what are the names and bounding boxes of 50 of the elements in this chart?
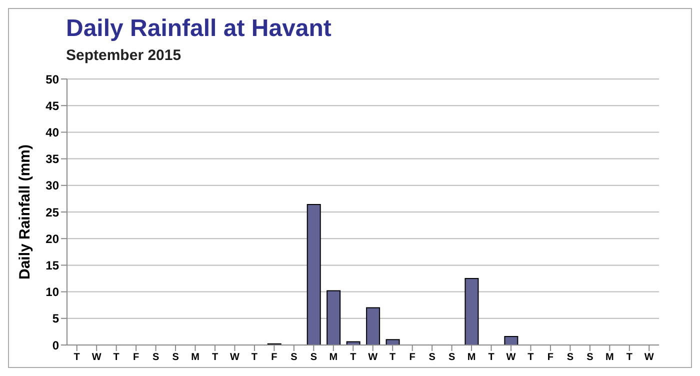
bar (386, 339, 400, 345)
y-tick-label: 45 (46, 98, 60, 113)
x-tick-label: S (448, 352, 456, 364)
chart-subtitle: September 2015 (66, 47, 182, 64)
y-axis-title: Daily Rainfall (mm) (16, 144, 34, 280)
x-tick-label: M (329, 352, 338, 364)
y-tick-label: 10 (46, 285, 60, 300)
y-tick-label: 30 (46, 178, 60, 193)
bar (366, 307, 380, 345)
x-tick-label: T (74, 352, 80, 364)
x-tick-label: S (428, 352, 436, 364)
bar (504, 336, 518, 345)
y-tick-label: 35 (46, 152, 60, 166)
x-tick-label: F (271, 352, 278, 364)
x-tick-label: S (566, 352, 574, 364)
y-tick-label: 25 (46, 205, 60, 220)
x-tick-label: T (350, 352, 356, 364)
bar (326, 290, 341, 345)
x-tick-label: W (506, 352, 516, 364)
x-tick-label: S (586, 352, 594, 364)
y-tick-label: 50 (46, 72, 60, 86)
y-tick-label: 0 (52, 338, 60, 352)
x-tick-label: S (172, 352, 180, 364)
chart-title: Daily Rainfall at Havant (66, 15, 332, 43)
x-tick-label: T (390, 352, 396, 364)
x-tick-label: S (152, 352, 160, 364)
x-tick-label: M (467, 352, 476, 364)
x-tick-label: T (488, 352, 494, 364)
x-tick-label: T (626, 352, 632, 364)
x-tick-label: F (547, 352, 554, 364)
bar (464, 278, 479, 345)
x-tick-label: T (113, 352, 120, 364)
y-tick-label: 40 (46, 125, 60, 140)
x-tick-label: M (605, 352, 614, 364)
x-tick-label: F (133, 352, 140, 364)
x-tick-label: T (251, 352, 258, 364)
x-tick-label: W (644, 352, 654, 364)
y-tick-label: 5 (52, 312, 60, 326)
x-tick-label: T (212, 352, 218, 364)
x-tick-label: W (230, 352, 240, 364)
x-tick-label: W (92, 352, 102, 364)
bar (306, 204, 321, 345)
x-tick-label: S (310, 352, 318, 364)
x-tick-label: T (528, 352, 534, 364)
x-tick-label: F (409, 352, 416, 364)
y-tick-label: 15 (46, 258, 60, 272)
x-tick-label: M (191, 352, 200, 364)
y-tick-label: 20 (46, 232, 60, 246)
x-tick-label: W (368, 352, 378, 364)
x-tick-label: S (290, 352, 298, 364)
